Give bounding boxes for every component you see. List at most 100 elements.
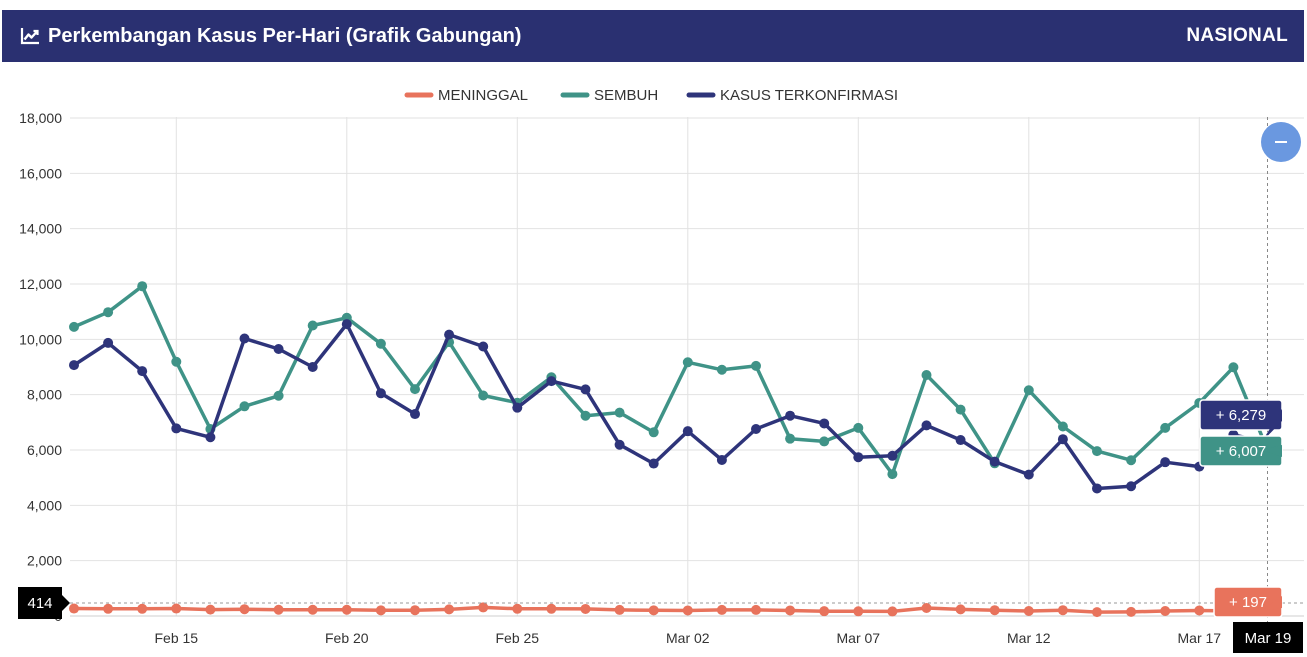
data-point-sembuh[interactable] [478, 390, 489, 401]
data-point-sembuh[interactable] [785, 433, 796, 444]
data-point-kasus[interactable] [887, 450, 898, 461]
data-point-kasus[interactable] [1023, 469, 1034, 480]
data-point-kasus[interactable] [444, 329, 455, 340]
data-point-kasus[interactable] [410, 409, 420, 420]
data-point-sembuh[interactable] [853, 422, 864, 433]
series-line-meninggal [73, 605, 1268, 614]
data-point-kasus[interactable] [307, 362, 318, 372]
data-point-sembuh[interactable] [239, 401, 250, 412]
data-point-meninggal[interactable] [887, 606, 898, 617]
data-point-meninggal[interactable] [682, 605, 693, 616]
data-point-kasus[interactable] [103, 337, 114, 348]
data-point-sembuh[interactable] [69, 321, 79, 332]
data-point-meninggal[interactable] [1057, 605, 1068, 616]
data-point-kasus[interactable] [375, 388, 386, 399]
legend-label-meninggal[interactable]: MENINGGAL [438, 87, 528, 104]
data-point-meninggal[interactable] [546, 603, 557, 614]
data-point-meninggal[interactable] [921, 602, 932, 613]
data-point-kasus[interactable] [751, 423, 761, 434]
data-point-kasus[interactable] [171, 423, 182, 434]
data-point-sembuh[interactable] [1160, 422, 1171, 433]
tooltip-arrow-sembuh [1261, 445, 1282, 457]
data-point-kasus[interactable] [716, 454, 727, 465]
data-point-meninggal[interactable] [273, 604, 284, 615]
data-point-meninggal[interactable] [375, 605, 386, 616]
data-point-sembuh[interactable] [1057, 421, 1068, 432]
data-point-kasus[interactable] [69, 360, 79, 371]
data-point-kasus[interactable] [512, 402, 523, 413]
data-point-sembuh[interactable] [410, 384, 420, 395]
data-point-sembuh[interactable] [819, 436, 830, 447]
data-point-meninggal[interactable] [1092, 607, 1102, 618]
data-point-kasus[interactable] [1092, 483, 1102, 494]
data-point-kasus[interactable] [853, 452, 864, 463]
data-point-kasus[interactable] [239, 333, 250, 344]
data-point-kasus[interactable] [1057, 434, 1068, 445]
data-point-sembuh[interactable] [103, 307, 114, 318]
data-point-sembuh[interactable] [1023, 385, 1034, 396]
data-point-kasus[interactable] [273, 344, 284, 355]
data-point-meninggal[interactable] [580, 603, 591, 614]
data-point-meninggal[interactable] [103, 603, 114, 614]
data-point-kasus[interactable] [614, 439, 625, 450]
data-point-kasus[interactable] [648, 458, 659, 469]
data-point-sembuh[interactable] [751, 360, 761, 371]
data-point-kasus[interactable] [989, 456, 1000, 467]
data-point-meninggal[interactable] [478, 602, 489, 613]
data-point-sembuh[interactable] [307, 320, 318, 331]
data-point-kasus[interactable] [546, 376, 557, 387]
data-point-meninggal[interactable] [239, 604, 250, 615]
data-point-kasus[interactable] [819, 418, 830, 429]
data-point-meninggal[interactable] [1160, 606, 1171, 617]
data-point-meninggal[interactable] [716, 604, 727, 615]
data-point-meninggal[interactable] [1023, 606, 1034, 617]
data-point-meninggal[interactable] [512, 603, 523, 614]
data-point-meninggal[interactable] [1126, 606, 1137, 617]
data-point-meninggal[interactable] [137, 603, 148, 614]
data-point-meninggal[interactable] [410, 605, 420, 616]
data-point-meninggal[interactable] [171, 603, 182, 614]
data-point-sembuh[interactable] [955, 404, 966, 415]
data-point-kasus[interactable] [955, 435, 966, 446]
data-point-sembuh[interactable] [648, 427, 659, 438]
data-point-meninggal[interactable] [69, 603, 79, 614]
data-point-sembuh[interactable] [171, 356, 182, 367]
data-point-kasus[interactable] [1160, 457, 1171, 468]
data-point-kasus[interactable] [1126, 481, 1137, 492]
data-point-sembuh[interactable] [580, 410, 591, 421]
data-point-meninggal[interactable] [955, 604, 966, 615]
data-point-meninggal[interactable] [989, 605, 1000, 616]
data-point-kasus[interactable] [785, 410, 796, 421]
data-point-meninggal[interactable] [307, 604, 318, 615]
data-point-sembuh[interactable] [1092, 446, 1102, 457]
data-point-kasus[interactable] [137, 366, 148, 377]
data-point-meninggal[interactable] [751, 604, 761, 615]
data-point-kasus[interactable] [341, 319, 352, 330]
data-point-sembuh[interactable] [614, 407, 625, 418]
data-point-kasus[interactable] [580, 384, 591, 395]
data-point-meninggal[interactable] [785, 605, 796, 616]
data-point-meninggal[interactable] [614, 604, 625, 615]
data-point-meninggal[interactable] [444, 604, 455, 615]
data-point-kasus[interactable] [478, 341, 489, 352]
data-point-sembuh[interactable] [921, 370, 932, 381]
data-point-sembuh[interactable] [273, 390, 284, 401]
data-point-kasus[interactable] [205, 432, 216, 443]
data-point-meninggal[interactable] [1194, 605, 1205, 616]
data-point-meninggal[interactable] [819, 606, 830, 617]
data-point-sembuh[interactable] [716, 364, 727, 375]
data-point-sembuh[interactable] [887, 469, 898, 480]
data-point-sembuh[interactable] [682, 357, 693, 368]
data-point-kasus[interactable] [682, 426, 693, 437]
legend-label-kasus[interactable]: KASUS TERKONFIRMASI [720, 87, 898, 104]
data-point-meninggal[interactable] [341, 604, 352, 615]
data-point-sembuh[interactable] [1126, 455, 1137, 466]
data-point-sembuh[interactable] [375, 338, 386, 349]
data-point-meninggal[interactable] [853, 606, 864, 617]
data-point-sembuh[interactable] [137, 281, 148, 292]
data-point-meninggal[interactable] [648, 605, 659, 616]
data-point-meninggal[interactable] [205, 604, 216, 615]
data-point-kasus[interactable] [921, 420, 932, 431]
data-point-sembuh[interactable] [1228, 362, 1239, 373]
legend-label-sembuh[interactable]: SEMBUH [594, 87, 658, 104]
